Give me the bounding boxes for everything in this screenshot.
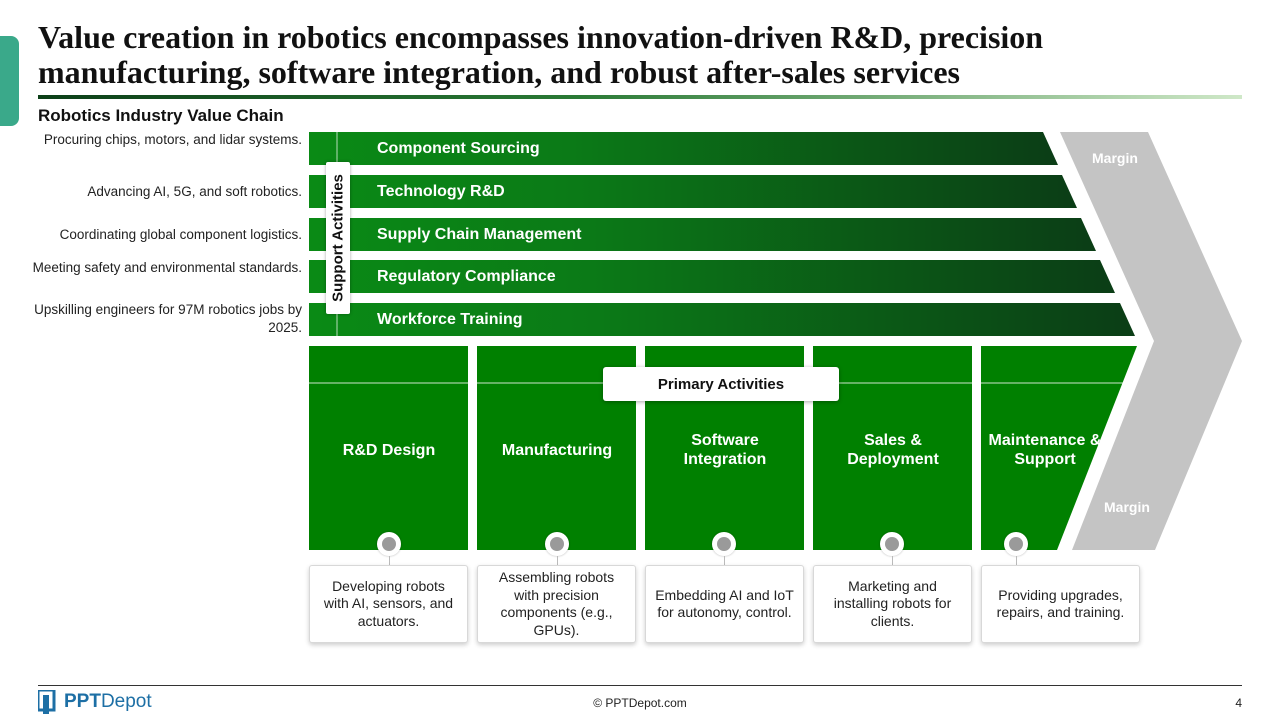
footer-divider xyxy=(38,685,1242,686)
primary-title-rd-design: R&D Design xyxy=(342,441,436,459)
brand-logo-text-rest: Depot xyxy=(100,691,152,712)
margin-chevron xyxy=(1060,132,1242,550)
support-bar-workforce xyxy=(309,303,1135,336)
support-bar-component-sourcing xyxy=(309,132,1058,165)
copyright-text: © PPTDepot.com xyxy=(593,696,687,710)
support-description-workforce: Upskilling engineers for 97M robotics jo… xyxy=(34,302,302,335)
connector-dot-manufacturing xyxy=(545,532,569,556)
primary-title-manufacturing: Manufacturing xyxy=(501,441,613,459)
support-label-workforce: Workforce Training xyxy=(377,311,523,328)
support-bar-regulatory xyxy=(309,260,1115,293)
support-description-regulatory: Meeting safety and environmental standar… xyxy=(32,260,302,275)
primary-description-rd-design: Developing robots with AI, sensors, and … xyxy=(309,565,468,643)
connector-line-manufacturing xyxy=(557,556,558,566)
margin-label-top: Margin xyxy=(1092,150,1138,166)
brand-logo-text: PPTDepot xyxy=(64,691,152,713)
connector-line-sales xyxy=(892,556,893,566)
connector-line-software xyxy=(724,556,725,566)
primary-description-software: Embedding AI and IoT for autonomy, contr… xyxy=(645,565,804,643)
primary-description-manufacturing: Assembling robots with precision compone… xyxy=(477,565,636,643)
primary-description-maintenance: Providing upgrades, repairs, and trainin… xyxy=(981,565,1140,643)
page-title: Value creation in robotics encompasses i… xyxy=(38,19,1044,90)
connector-dot-maintenance xyxy=(1004,532,1028,556)
support-description-component-sourcing: Procuring chips, motors, and lidar syste… xyxy=(43,132,302,147)
primary-activities-label: Primary Activities xyxy=(603,367,839,401)
margin-label-bottom: Margin xyxy=(1104,499,1150,515)
brand-logo-icon xyxy=(38,690,56,714)
primary-column-sales xyxy=(813,346,972,550)
chart-subtitle: Robotics Industry Value Chain xyxy=(38,106,284,125)
connector-dot-software xyxy=(712,532,736,556)
primary-column-rd-design xyxy=(309,346,468,550)
connector-line-rd-design xyxy=(389,556,390,566)
support-activities-text: Support Activities xyxy=(329,174,347,302)
primary-description-sales: Marketing and installing robots for clie… xyxy=(813,565,972,643)
support-bar-technology-rd xyxy=(309,175,1077,208)
title-divider xyxy=(38,95,1242,99)
support-activities-label: Support Activities xyxy=(326,162,350,314)
support-bar-supply-chain xyxy=(309,218,1096,251)
brand-logo: PPTDepot xyxy=(38,689,152,715)
primary-title-software: Software Integration xyxy=(683,432,767,468)
brand-logo-text-bold: PPT xyxy=(64,691,101,712)
primary-column-maintenance xyxy=(981,346,1137,550)
primary-title-maintenance: Maintenance & Support xyxy=(988,432,1102,468)
support-label-component-sourcing: Component Sourcing xyxy=(377,140,540,157)
support-label-regulatory: Regulatory Compliance xyxy=(377,268,556,285)
page-number: 4 xyxy=(1235,696,1242,710)
connector-dot-rd-design xyxy=(377,532,401,556)
connector-line-maintenance xyxy=(1016,556,1017,566)
side-tab-accent xyxy=(0,36,19,126)
connector-dot-sales xyxy=(880,532,904,556)
support-label-technology-rd: Technology R&D xyxy=(377,183,505,200)
support-description-technology-rd: Advancing AI, 5G, and soft robotics. xyxy=(87,184,302,199)
support-label-supply-chain: Supply Chain Management xyxy=(377,226,582,243)
primary-title-sales: Sales & Deployment xyxy=(847,432,939,468)
support-description-supply-chain: Coordinating global component logistics. xyxy=(59,227,302,242)
